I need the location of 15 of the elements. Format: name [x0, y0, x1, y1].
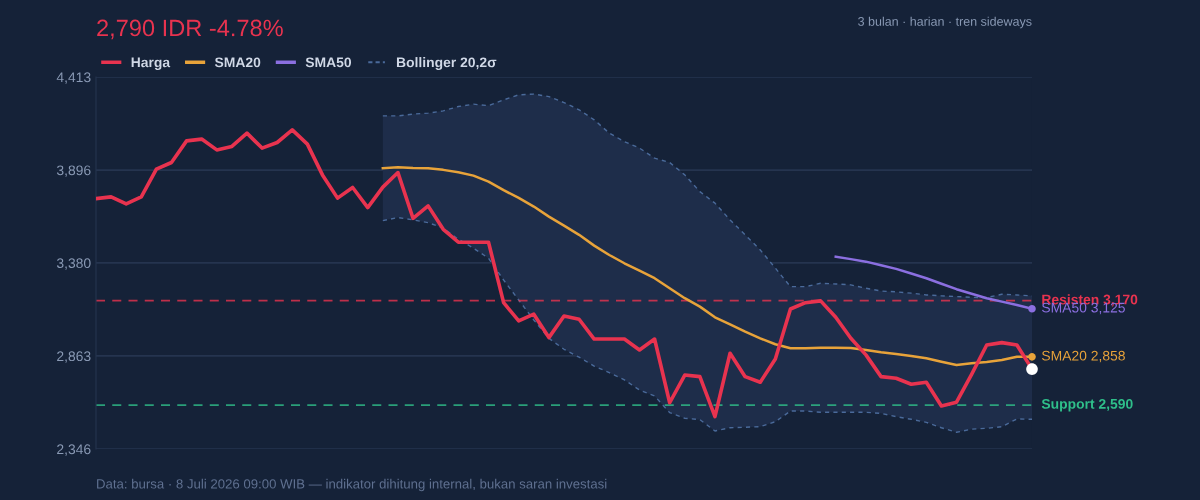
- legend-label: SMA20: [214, 57, 261, 68]
- y-tick-label: 2,863: [57, 351, 91, 363]
- line-series: [382, 216, 1032, 433]
- legend-label: Bollinger 20,2σ: [396, 57, 497, 71]
- chart-subtitle: 3 bulan · harian · tren sideways: [858, 16, 1032, 29]
- chart-title: 2,790 IDR -4.78%: [97, 19, 283, 40]
- text: SMA20 2,858: [1041, 350, 1125, 363]
- y-tick-label: 2,346: [57, 444, 91, 456]
- y-tick-label: 3,896: [56, 165, 91, 177]
- ref-line-label: Support 2,590: [1041, 398, 1133, 412]
- y-tick-label: 4,413: [56, 72, 91, 84]
- y-tick-label: 3,380: [56, 258, 91, 270]
- legend-label: Harga: [131, 57, 171, 71]
- legend-label: SMA50: [305, 57, 352, 68]
- text: Data: bursa · 8 Juli 2026 09:00 WIB — indikator dihitung internal, bukan saran investasi: [97, 478, 607, 492]
